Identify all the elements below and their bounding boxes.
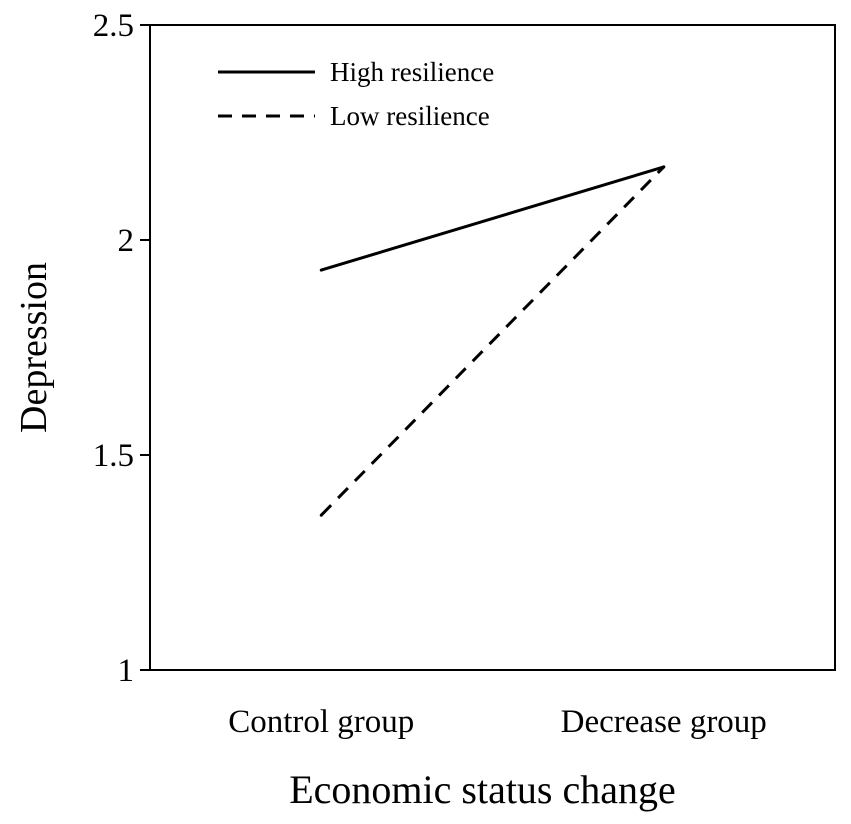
y-tick-label: 2 [118,223,135,259]
y-tick-label: 1 [118,653,135,689]
x-tick-label: Decrease group [561,704,767,740]
data-point [319,268,323,272]
y-axis-title: Depression [13,262,55,433]
data-point [662,165,666,169]
x-axis-ticks: Control group Decrease group [228,704,767,740]
series-line-low-resilience [320,165,665,517]
x-axis-title: Economic status change [289,767,676,812]
y-tick-label: 1.5 [93,438,134,474]
series-line-high-resilience [320,165,665,272]
plot-area [149,24,836,671]
legend-label: High resilience [330,57,494,87]
y-axis-ticks: 1 1.5 2 2.5 [93,8,150,689]
plot-frame [149,24,836,671]
legend: High resilience Low resilience [218,57,494,131]
x-tick-label: Control group [228,704,414,740]
legend-label: Low resilience [330,101,490,131]
series-layer [319,165,666,517]
data-point [319,513,323,517]
y-tick-label: 2.5 [93,8,134,44]
